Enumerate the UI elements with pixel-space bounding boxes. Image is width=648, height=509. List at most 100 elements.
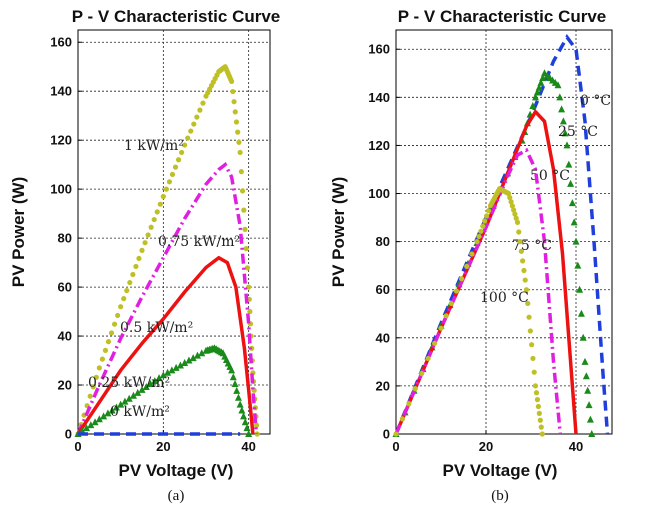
y-tick-label: 0	[383, 427, 390, 442]
y-tick-label: 140	[50, 84, 72, 99]
series-marker	[189, 354, 197, 362]
series-marker	[480, 223, 486, 229]
series-label: 25 °C	[558, 124, 598, 140]
series-marker	[559, 117, 567, 125]
series-marker	[533, 390, 540, 396]
plot-area	[77, 29, 271, 435]
series-marker	[443, 313, 449, 319]
series-marker	[565, 160, 573, 168]
series-marker	[95, 415, 103, 423]
series-marker	[133, 263, 139, 270]
y-tick-label: 80	[58, 231, 72, 246]
series-marker	[241, 418, 249, 426]
series-marker	[155, 374, 163, 382]
x-tick-label: 40	[241, 439, 255, 454]
series-marker	[533, 88, 541, 96]
series-marker	[509, 203, 515, 209]
series-marker	[254, 431, 260, 437]
series-marker	[535, 403, 541, 410]
series-marker	[537, 78, 545, 86]
series-marker	[535, 83, 543, 91]
series-marker	[233, 386, 241, 394]
series-marker	[96, 365, 102, 371]
series-marker	[238, 406, 246, 414]
y-tick-label: 20	[58, 378, 72, 393]
series-label: 0.5 kW/m²	[120, 320, 193, 336]
series-marker	[142, 240, 148, 246]
series-marker	[154, 209, 160, 215]
y-tick-label: 140	[368, 90, 390, 105]
series-marker	[586, 415, 594, 423]
x-tick-label: 20	[156, 439, 170, 454]
series-marker	[582, 372, 590, 380]
series-marker	[179, 149, 185, 156]
x-tick-label: 0	[392, 439, 399, 454]
series-marker	[453, 288, 460, 294]
series-marker	[577, 309, 585, 317]
series-75-c	[394, 147, 562, 435]
series-marker	[517, 239, 523, 245]
series-marker	[194, 114, 200, 120]
series-label: 1 kW/m²	[124, 138, 184, 154]
y-tick-label: 160	[368, 42, 390, 57]
series-marker	[172, 164, 179, 170]
x-tick-label: 40	[569, 439, 583, 454]
series-marker	[241, 207, 247, 213]
series-line	[76, 255, 255, 435]
series-marker	[160, 193, 166, 200]
series-marker	[448, 300, 454, 307]
y-tick-label: 20	[376, 378, 390, 393]
series-marker	[244, 265, 251, 271]
series-marker	[233, 119, 240, 125]
series-marker	[406, 401, 412, 407]
series-marker	[539, 431, 545, 437]
series-marker	[514, 219, 521, 225]
series-marker	[393, 431, 399, 437]
series-marker	[108, 406, 116, 414]
series-marker	[529, 342, 535, 348]
series-marker	[534, 397, 541, 403]
x-tick-label: 0	[74, 439, 81, 454]
series-marker	[236, 400, 244, 408]
y-tick-label: 60	[58, 280, 72, 295]
series-marker	[556, 93, 564, 101]
series-marker	[239, 188, 246, 194]
x-axis-label: PV Voltage (V)	[119, 461, 234, 480]
chart-title: P - V Characteristic Curve	[72, 7, 281, 26]
series-marker	[108, 330, 115, 336]
series-marker	[125, 394, 133, 402]
y-axis-label: PV Power (W)	[329, 177, 348, 288]
series-marker	[243, 246, 249, 252]
series-marker	[505, 190, 512, 197]
series-marker	[484, 213, 490, 219]
series-marker	[185, 356, 193, 364]
series-marker	[474, 239, 480, 245]
series-marker	[478, 228, 484, 234]
series-marker	[130, 271, 136, 278]
series-marker	[522, 277, 528, 283]
series-marker	[525, 300, 531, 307]
series-marker	[168, 366, 176, 374]
y-tick-label: 60	[376, 282, 390, 297]
series-marker	[425, 355, 431, 362]
series-marker	[576, 285, 584, 293]
series-marker	[151, 216, 157, 223]
series-marker	[230, 88, 236, 95]
series-marker	[121, 397, 129, 405]
series-marker	[438, 325, 444, 331]
series-marker	[568, 199, 576, 207]
series-marker	[112, 403, 120, 411]
series-marker	[585, 401, 593, 409]
series-marker	[169, 171, 176, 178]
series-marker	[87, 393, 93, 399]
series-marker	[485, 208, 492, 214]
series-marker	[234, 393, 242, 401]
series-marker	[151, 377, 159, 385]
series-marker	[193, 351, 201, 359]
series-marker	[229, 78, 235, 85]
x-tick-label: 20	[479, 439, 493, 454]
series-marker	[458, 276, 465, 282]
series-marker	[469, 251, 475, 257]
series-marker	[105, 339, 112, 345]
